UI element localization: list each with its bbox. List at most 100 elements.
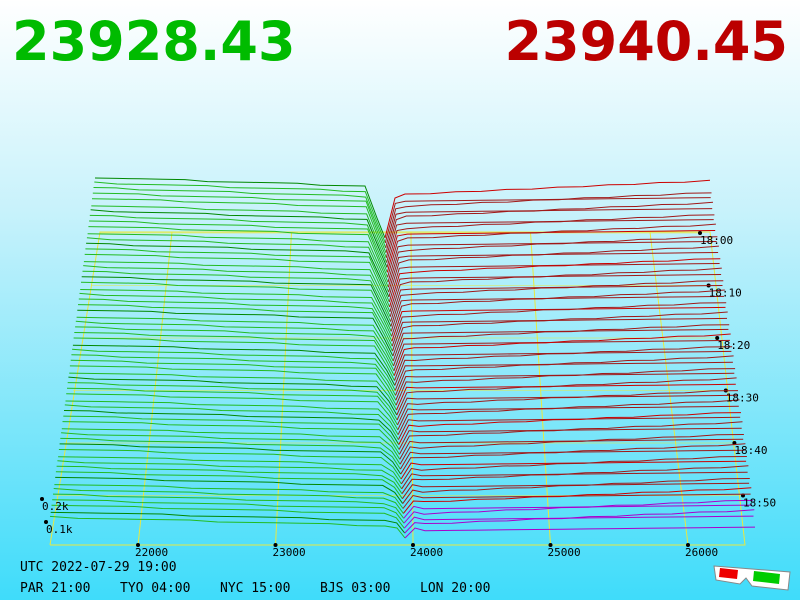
time-tick bbox=[715, 336, 720, 340]
city-clock: NYC 15:00 bbox=[220, 581, 290, 596]
price-grid-line bbox=[530, 231, 551, 546]
bid-depth-line bbox=[69, 372, 397, 411]
bid-depth-line bbox=[89, 214, 388, 273]
bid-depth-line bbox=[84, 253, 391, 308]
bid-depth-line bbox=[81, 276, 392, 327]
time-label: 18:10 bbox=[709, 287, 742, 300]
ask-depth-line bbox=[404, 526, 756, 539]
bid-depth-line bbox=[75, 320, 394, 367]
bid-depth-line bbox=[52, 499, 405, 524]
bid-depth-line bbox=[68, 376, 398, 416]
bid-depth-line bbox=[55, 476, 404, 504]
price-grid-line bbox=[275, 231, 292, 546]
bid-depth-line bbox=[52, 493, 405, 519]
volume-tick bbox=[40, 497, 44, 501]
ask-depth-line bbox=[396, 377, 737, 416]
price-tick bbox=[411, 543, 415, 547]
ask-depth-line bbox=[389, 267, 722, 317]
ask-depth-line bbox=[399, 434, 744, 465]
time-tick bbox=[732, 441, 737, 445]
bid-depth-line bbox=[58, 456, 402, 485]
bid-price: 23928.43 bbox=[12, 10, 296, 73]
ask-depth-line bbox=[389, 258, 721, 308]
bid-depth-line bbox=[59, 443, 402, 475]
bid-depth-line bbox=[78, 298, 393, 347]
price-label: 23000 bbox=[273, 546, 306, 559]
ask-depth-line bbox=[392, 311, 728, 357]
city-clock: LON 20:00 bbox=[420, 581, 490, 596]
price-tick bbox=[686, 543, 690, 547]
bid-depth-line bbox=[71, 354, 396, 396]
bid-depth-line bbox=[90, 209, 388, 268]
ask-depth-line bbox=[397, 399, 740, 435]
price-label: 24000 bbox=[410, 546, 443, 559]
ask-depth-line bbox=[390, 280, 724, 327]
price-tick bbox=[273, 543, 278, 547]
bid-depth-line bbox=[70, 359, 397, 401]
ask-depth-line bbox=[391, 302, 727, 347]
ask-depth-line bbox=[395, 355, 734, 396]
bid-depth-line bbox=[76, 316, 394, 362]
bid-depth-line bbox=[88, 226, 389, 283]
volume-tick bbox=[44, 520, 48, 524]
ask-depth-line bbox=[395, 368, 736, 406]
bid-depth-line bbox=[60, 437, 401, 470]
ask-depth-line bbox=[400, 443, 746, 475]
bid-depth-line bbox=[82, 270, 392, 322]
ask-depth-line bbox=[393, 333, 731, 376]
ask-depth-line bbox=[388, 245, 719, 298]
price-grid-line bbox=[410, 231, 414, 546]
ask-depth-line bbox=[404, 509, 755, 534]
ask-price: 23940.45 bbox=[504, 10, 788, 73]
bid-depth-line bbox=[61, 432, 401, 465]
bid-depth-line bbox=[75, 326, 395, 372]
ask-depth-line bbox=[400, 456, 747, 485]
bid-depth-line bbox=[67, 382, 398, 421]
bid-depth-line bbox=[66, 387, 398, 426]
bid-depth-line bbox=[74, 332, 395, 376]
bid-depth-line bbox=[63, 415, 400, 450]
city-clock: TYO 04:00 bbox=[120, 581, 190, 596]
bid-depth-line bbox=[63, 410, 400, 445]
bid-depth-line bbox=[83, 265, 391, 317]
ask-depth-line bbox=[398, 421, 743, 455]
ask-depth-line bbox=[387, 223, 716, 278]
bid-depth-line bbox=[87, 233, 389, 288]
time-label: 18:00 bbox=[700, 234, 733, 247]
time-label: 18:40 bbox=[734, 444, 767, 457]
time-label: 18:50 bbox=[743, 497, 776, 510]
price-label: 26000 bbox=[685, 546, 718, 559]
city-clock: PAR 21:00 bbox=[20, 581, 90, 596]
bid-depth-line bbox=[65, 400, 399, 435]
ask-depth-line bbox=[398, 412, 742, 445]
bid-depth-line bbox=[85, 248, 390, 303]
bid-depth-line bbox=[72, 348, 396, 391]
ask-depth-line bbox=[393, 324, 730, 367]
bid-depth-line bbox=[51, 504, 405, 529]
ask-depth-line bbox=[397, 390, 739, 426]
price-tick bbox=[136, 543, 140, 547]
time-label: 18:20 bbox=[717, 339, 750, 352]
bid-depth-line bbox=[61, 428, 401, 460]
bid-depth-line bbox=[54, 484, 404, 509]
bid-depth-line bbox=[77, 304, 393, 352]
ask-depth-line bbox=[403, 499, 753, 524]
ask-depth-line bbox=[384, 179, 711, 239]
city-clock: BJS 03:00 bbox=[320, 581, 390, 596]
ask-depth-line bbox=[385, 201, 714, 258]
bid-depth-line bbox=[55, 471, 403, 499]
3d-glasses-icon[interactable] bbox=[713, 565, 791, 591]
ask-depth-line bbox=[394, 346, 733, 386]
bid-depth-line bbox=[77, 309, 394, 357]
bid-depth-line bbox=[64, 404, 399, 440]
bid-depth-line bbox=[57, 460, 403, 490]
ask-depth-line bbox=[387, 236, 718, 288]
price-label: 25000 bbox=[548, 546, 581, 559]
time-tick bbox=[698, 231, 702, 235]
bid-depth-line bbox=[91, 205, 388, 263]
ask-depth-line bbox=[386, 214, 715, 268]
bid-depth-line bbox=[79, 292, 393, 342]
